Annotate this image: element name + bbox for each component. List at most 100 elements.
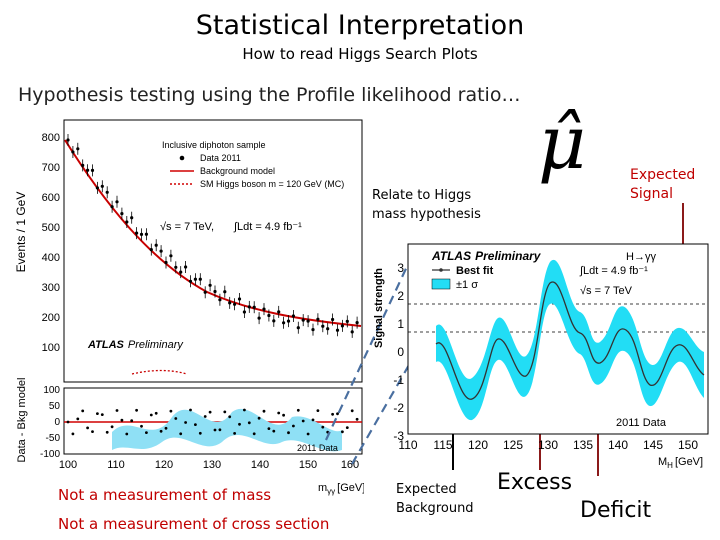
- residual-inset-band: [112, 408, 342, 452]
- residual-point: [350, 409, 354, 413]
- signal-x-ticks: 110 115 120 125 130 135 140 145 150: [398, 438, 698, 452]
- residual-point: [154, 411, 158, 415]
- signal-y-tick: 0: [397, 345, 404, 359]
- signal-channel: H→γγ: [626, 251, 656, 263]
- residual-point: [203, 415, 207, 418]
- residual-point: [257, 416, 261, 420]
- legend-fit-marker: [439, 268, 443, 272]
- residual-point: [135, 408, 138, 412]
- expected-signal-line-1: Expected: [630, 167, 696, 183]
- signal-x-tick: 150: [678, 438, 698, 452]
- y-tick-labels: 800 700 600 500 400 300 200 100: [42, 132, 60, 354]
- main-plot-frame: [63, 119, 363, 383]
- expected-background-line-1: Expected: [396, 482, 457, 497]
- legend: Inclusive diphoton sample Data 2011 Back…: [160, 140, 344, 233]
- best-fit-line: [435, 281, 705, 400]
- signal-x-tick: 130: [538, 438, 558, 452]
- legend-band-swatch: [431, 278, 451, 290]
- x-axis-label: mγγ [GeV]: [318, 482, 364, 496]
- signal-y-tick: -1: [393, 373, 404, 387]
- legend-bkg: Background model: [200, 166, 275, 176]
- note-not-xsec: Not a measurement of cross section: [58, 515, 330, 533]
- diphoton-mass-plot: Events / 1 GeV 800 700 600 500 400 300 2…: [14, 119, 364, 496]
- x-tick: 110: [107, 459, 125, 471]
- expected-background-callout: Expected Background: [396, 480, 474, 518]
- signal-x-tick: 120: [468, 438, 488, 452]
- signal-y-tick: 2: [397, 289, 404, 303]
- residual-point: [86, 426, 89, 430]
- signal-x-label: MH [GeV]: [658, 456, 703, 470]
- legend-band-label: ±1 σ: [456, 279, 478, 291]
- residual-point: [345, 426, 349, 429]
- residual-point: [321, 425, 325, 429]
- signal-x-tick: 145: [643, 438, 663, 452]
- residual-point: [76, 417, 80, 421]
- residual-point: [326, 430, 330, 434]
- x-tick: 100: [59, 459, 77, 471]
- residual-point: [262, 409, 266, 413]
- legend-fit-label: Best fit: [456, 265, 494, 277]
- residual-point: [66, 420, 70, 424]
- page-subtitle: How to read Higgs Search Plots: [242, 45, 478, 63]
- lead-text: Hypothesis testing using the Profile lik…: [18, 84, 521, 106]
- residual-point: [96, 412, 99, 415]
- residual-point: [311, 418, 315, 422]
- residual-point: [316, 409, 320, 412]
- signal-x-tick: 110: [398, 438, 417, 452]
- data-points: [66, 134, 359, 338]
- y-tick: 500: [42, 222, 60, 234]
- legend-lumi: ∫Ldt = 4.9 fb⁻¹: [233, 221, 302, 233]
- background-fit-curve: [64, 139, 362, 327]
- residual-point: [277, 411, 281, 415]
- signal-y-tick: -2: [393, 401, 404, 415]
- signal-x-tick: 125: [503, 438, 523, 452]
- y-tick: 800: [42, 132, 60, 144]
- x-tick-labels: 100 110 120 130 140 150 160: [59, 459, 359, 471]
- res-tick: -50: [46, 433, 61, 444]
- residual-point: [252, 432, 256, 436]
- residual-point: [174, 417, 178, 420]
- residual-point: [130, 419, 134, 423]
- residual-point: [198, 431, 202, 435]
- relate-callout: Relate to Higgs mass hypothesis: [372, 186, 481, 224]
- legend-data: Data 2011: [200, 153, 241, 163]
- residual-point: [223, 410, 227, 414]
- signal-y-ticks: 3 2 1 0 -1 -2 -3: [393, 261, 404, 443]
- signal-lumi: ∫Ldt = 4.9 fb⁻¹: [579, 265, 648, 277]
- residual-point: [149, 413, 153, 417]
- signal-x-tick: 115: [433, 438, 452, 452]
- residual-point: [213, 428, 217, 432]
- signal-x-tick: 140: [608, 438, 628, 452]
- excess-callout: Excess: [497, 470, 573, 495]
- signal-strength-plot: Signal strength 3 2 1 0 -1 -2 -3 ATLAS Pr…: [373, 243, 709, 470]
- signal-y-tick: 1: [397, 317, 404, 331]
- signal-sqrt-s: √s = 7 TeV: [580, 285, 633, 297]
- residual-point: [306, 432, 310, 436]
- mu-hat-symbol: μ̂: [538, 100, 587, 186]
- residual-point: [140, 424, 143, 428]
- residual-point: [100, 413, 104, 416]
- residual-point: [341, 430, 344, 434]
- expected-signal-line-2: Signal: [630, 186, 674, 202]
- y-tick: 100: [42, 342, 60, 354]
- atlas-label: ATLAS Preliminary: [87, 339, 184, 351]
- residual-point: [233, 432, 237, 435]
- residual-point: [120, 418, 124, 422]
- residual-point: [272, 429, 276, 433]
- residual-point: [296, 408, 300, 412]
- residual-point: [169, 409, 173, 413]
- residual-point: [331, 412, 334, 416]
- sm-higgs-mc-curve: [131, 369, 188, 375]
- residual-point: [218, 428, 222, 432]
- legend-sm: SM Higgs boson m = 120 GeV (MC): [200, 179, 344, 189]
- page-title: Statistical Interpretation: [195, 10, 525, 41]
- note-not-mass: Not a measurement of mass: [58, 486, 272, 504]
- residual-point: [228, 415, 232, 419]
- legend-sqrt-s: √s = 7 TeV,: [160, 221, 214, 233]
- residual-point: [238, 422, 241, 426]
- x-tick: 150: [299, 459, 317, 471]
- signal-atlas-label: ATLAS Preliminary: [431, 249, 542, 263]
- residual-point: [91, 430, 94, 433]
- x-tick: 160: [341, 459, 359, 471]
- residual-point: [159, 429, 163, 433]
